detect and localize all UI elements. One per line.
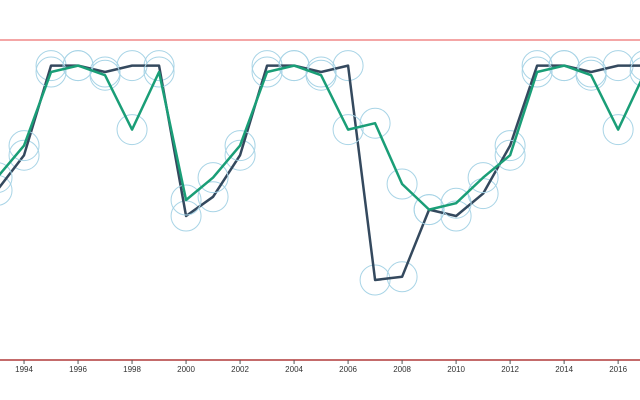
- x-tick-label: 2002: [231, 365, 249, 374]
- x-tick-label: 2016: [609, 365, 627, 374]
- point-marker: [386, 168, 418, 200]
- point-marker: [170, 184, 202, 216]
- point-marker: [224, 139, 256, 171]
- point-marker: [359, 107, 391, 139]
- point-marker: [35, 56, 67, 88]
- point-marker: [251, 56, 283, 88]
- x-tick-label: 2006: [339, 365, 357, 374]
- point-marker: [602, 114, 634, 146]
- series-line: [0, 64, 640, 211]
- point-marker: [494, 139, 526, 171]
- point-marker: [0, 175, 13, 206]
- point-marker: [224, 130, 256, 162]
- point-marker: [521, 56, 553, 88]
- point-marker: [629, 57, 640, 87]
- point-marker: [143, 56, 175, 88]
- point-marker: [332, 114, 364, 146]
- point-marker: [305, 59, 337, 91]
- point-marker: [8, 139, 40, 171]
- point-marker: [467, 162, 499, 194]
- point-marker: [359, 264, 391, 296]
- point-marker: [89, 59, 121, 91]
- x-tick-label: 2004: [285, 365, 303, 374]
- point-marker: [8, 130, 40, 162]
- point-marker: [386, 261, 418, 293]
- point-marker: [494, 130, 526, 162]
- point-marker: [0, 162, 13, 193]
- x-tick-label: 2010: [447, 365, 465, 374]
- point-marker: [440, 187, 472, 219]
- point-marker: [575, 59, 607, 91]
- point-marker: [197, 181, 229, 213]
- x-tick-label: 2012: [501, 365, 519, 374]
- x-tick-label: 2008: [393, 365, 411, 374]
- point-marker: [413, 194, 445, 226]
- point-marker: [197, 162, 229, 194]
- x-tick-label: 2000: [177, 365, 195, 374]
- point-marker: [116, 114, 148, 146]
- x-tick-label: 1994: [15, 365, 33, 374]
- x-tick-label: 2014: [555, 365, 573, 374]
- series-line: [0, 64, 640, 282]
- point-marker: [440, 200, 472, 232]
- x-tick-label: 1996: [69, 365, 87, 374]
- x-tick-label: 1998: [123, 365, 141, 374]
